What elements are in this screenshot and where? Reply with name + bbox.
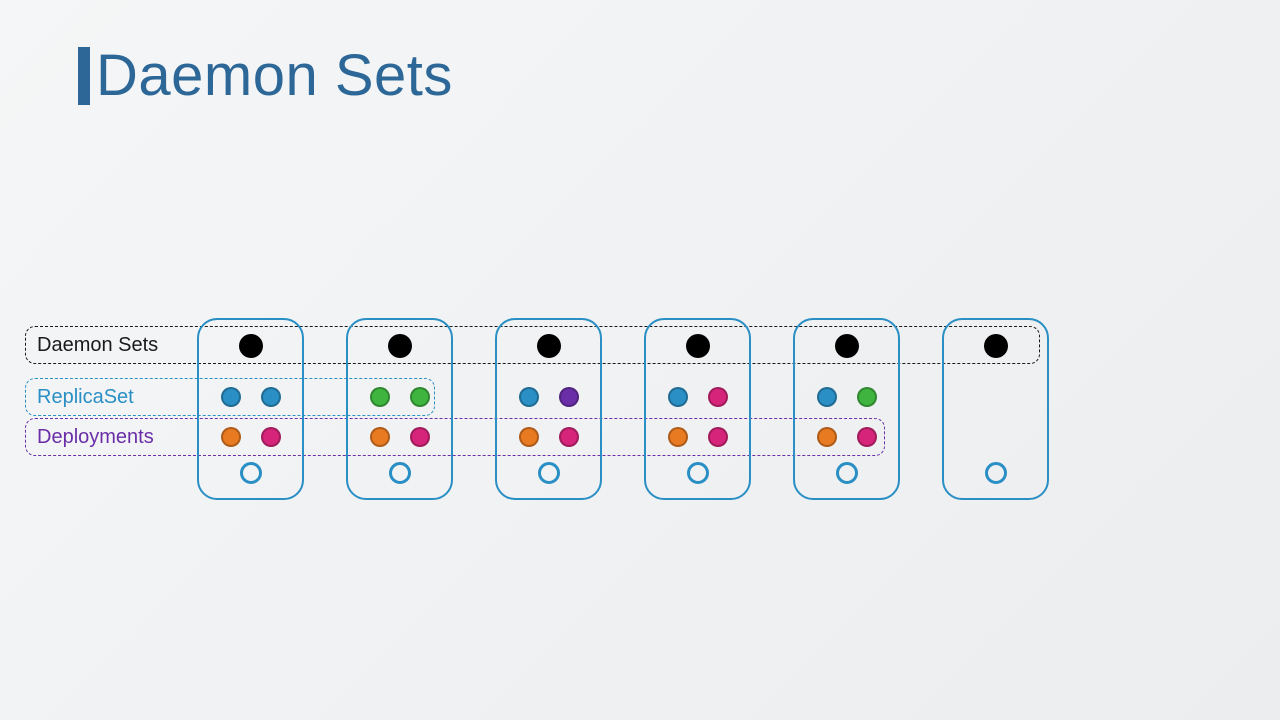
label-replica-set: ReplicaSet: [25, 378, 134, 416]
deployment-pod-icon: [708, 427, 728, 447]
deployment-pod-icon: [410, 427, 430, 447]
deployment-pod-icon: [668, 427, 688, 447]
daemon-pod-icon: [835, 334, 859, 358]
deployment-pod-icon: [261, 427, 281, 447]
daemon-pod-icon: [686, 334, 710, 358]
deployment-pod-icon: [817, 427, 837, 447]
label-daemon-sets: Daemon Sets: [25, 326, 158, 364]
replicaset-pod-icon: [410, 387, 430, 407]
daemon-pod-icon: [537, 334, 561, 358]
replicaset-pod-icon: [221, 387, 241, 407]
node-ring-icon: [687, 462, 709, 484]
daemon-pod-icon: [984, 334, 1008, 358]
replicaset-pod-icon: [708, 387, 728, 407]
title-accent-bar: [78, 47, 90, 105]
deployment-pod-icon: [221, 427, 241, 447]
replicaset-pod-icon: [857, 387, 877, 407]
deployment-pod-icon: [857, 427, 877, 447]
node-ring-icon: [538, 462, 560, 484]
node-4: [644, 318, 751, 500]
node-6: [942, 318, 1049, 500]
node-ring-icon: [985, 462, 1007, 484]
replicaset-pod-icon: [817, 387, 837, 407]
deployment-pod-icon: [370, 427, 390, 447]
node-5: [793, 318, 900, 500]
node-row: [197, 318, 1049, 500]
deployment-pod-icon: [519, 427, 539, 447]
node-3: [495, 318, 602, 500]
label-deployments: Deployments: [25, 418, 154, 456]
node-ring-icon: [240, 462, 262, 484]
slide-title-wrap: Daemon Sets: [78, 42, 453, 109]
slide-title: Daemon Sets: [96, 42, 453, 109]
replicaset-pod-icon: [519, 387, 539, 407]
node-ring-icon: [389, 462, 411, 484]
replicaset-pod-icon: [261, 387, 281, 407]
daemon-pod-icon: [239, 334, 263, 358]
daemon-pod-icon: [388, 334, 412, 358]
node-1: [197, 318, 304, 500]
replicaset-pod-icon: [668, 387, 688, 407]
replicaset-pod-icon: [559, 387, 579, 407]
node-2: [346, 318, 453, 500]
replicaset-pod-icon: [370, 387, 390, 407]
node-ring-icon: [836, 462, 858, 484]
daemonset-diagram: Daemon Sets ReplicaSet Deployments: [25, 318, 1055, 503]
deployment-pod-icon: [559, 427, 579, 447]
